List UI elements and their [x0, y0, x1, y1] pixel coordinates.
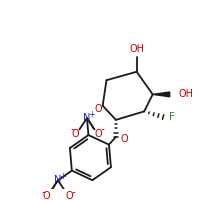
Text: -: - [100, 124, 104, 134]
Text: N: N [83, 113, 91, 123]
Text: O: O [72, 129, 79, 139]
Text: O: O [94, 104, 102, 114]
Text: N: N [54, 175, 62, 185]
Text: +: + [88, 110, 95, 119]
Text: O: O [94, 129, 102, 139]
Text: +: + [59, 172, 66, 181]
Text: O: O [65, 191, 73, 200]
Text: -: - [42, 187, 46, 197]
Text: OH: OH [129, 44, 144, 54]
Text: O: O [43, 191, 50, 200]
Text: O: O [121, 134, 128, 144]
Text: OH: OH [178, 89, 193, 99]
Text: -: - [71, 187, 75, 197]
Text: F: F [169, 112, 174, 122]
Text: -: - [71, 124, 75, 134]
Polygon shape [153, 92, 170, 97]
